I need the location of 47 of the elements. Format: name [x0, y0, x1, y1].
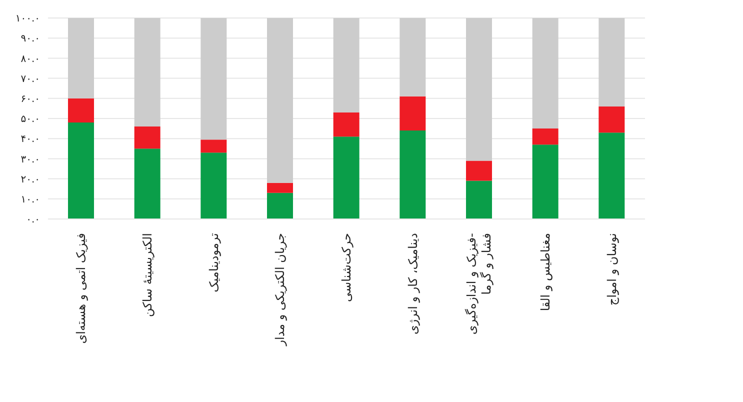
y-tick-label: ۷۰.۰ [20, 74, 40, 85]
bar [134, 18, 160, 127]
x-tick-label: حرکت‌شناسی [340, 233, 354, 302]
bar [267, 192, 293, 219]
bar [466, 160, 492, 181]
y-tick-label: ۶۰.۰ [20, 94, 40, 105]
y-tick-label: ۲۰.۰ [20, 174, 40, 186]
bar [267, 182, 293, 193]
bar [134, 126, 160, 149]
y-tick-label: ۰.۰ [26, 214, 40, 226]
bar [333, 136, 360, 219]
bar [200, 18, 227, 140]
bar [333, 112, 360, 137]
bar [532, 144, 558, 219]
bar [532, 128, 558, 145]
bar [68, 18, 94, 98]
x-tick-label: نوسان و امواج [604, 233, 619, 306]
bar [598, 132, 625, 219]
x-tick-label: الکتریسیتهٔ ساکن [140, 233, 154, 317]
y-tick-label: ۴۰.۰ [20, 134, 40, 146]
y-tick-label: ۹۰.۰ [20, 34, 40, 45]
bar [400, 96, 426, 131]
bar [598, 18, 625, 106]
x-tick-label: جریان الکتریکی و مدار [273, 233, 288, 347]
x-tick-label: دینامیک، کار و انرژی [406, 233, 420, 335]
bar [134, 148, 160, 219]
bar [598, 106, 625, 133]
y-tick-label: ۳۰.۰ [20, 154, 40, 166]
bar [400, 130, 426, 219]
y-tick-label: ۱۰.۰ [20, 194, 40, 206]
y-tick-label: ۵۰.۰ [20, 114, 40, 126]
bar [466, 180, 492, 219]
x-tick-label: فیزیک و اندازه‌گیری- فشار و گرما [464, 233, 494, 335]
bar [466, 18, 492, 161]
y-tick-label: ۱۰۰.۰ [15, 14, 40, 25]
x-tick-label: مغناطیس و القا [538, 233, 552, 312]
bar [267, 18, 293, 183]
y-tick-label: ۸۰.۰ [20, 54, 40, 65]
x-tick-label: ترمودینامیک [206, 233, 221, 292]
bar [200, 152, 227, 219]
bar [400, 18, 426, 96]
bar [333, 18, 360, 112]
bar [532, 18, 558, 129]
bar [68, 98, 94, 123]
bar [68, 122, 94, 219]
bar [200, 140, 227, 153]
x-tick-label: فیزیک اتمی و هسته‌ای [74, 233, 88, 344]
